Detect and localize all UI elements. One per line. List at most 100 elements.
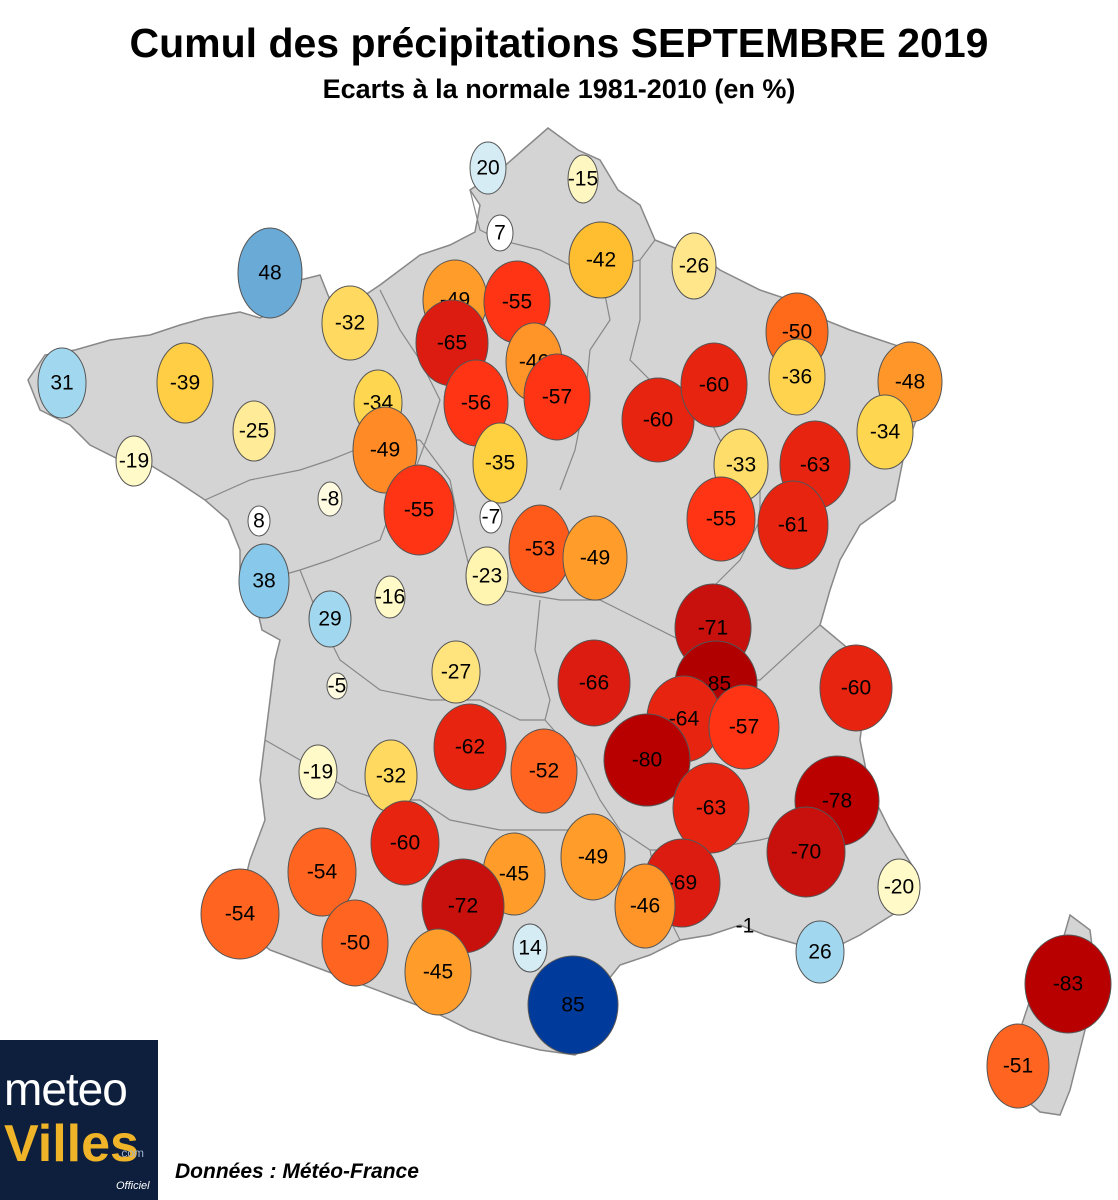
station-5: 48 (237, 227, 303, 319)
station-bubble (686, 476, 756, 562)
station-bubble (472, 422, 528, 504)
station-27: -34 (856, 394, 914, 470)
station-31: -7 (479, 500, 503, 534)
station-value: -62 (455, 736, 485, 759)
station-bubble (298, 744, 338, 800)
station-bubble (433, 703, 507, 791)
station-value: -36 (782, 366, 812, 389)
station-bubble (621, 377, 695, 463)
station-63: -46 (614, 863, 676, 949)
station-35: -61 (757, 480, 829, 570)
station-value: 29 (318, 608, 341, 631)
station-value: -19 (303, 761, 333, 784)
station-value: -69 (667, 872, 697, 895)
station-bubble (557, 639, 631, 727)
station-value: -49 (578, 846, 608, 869)
station-bubble (672, 762, 750, 854)
station-value: -1 (736, 915, 755, 938)
station-value: 7 (494, 222, 506, 245)
station-value: -45 (423, 961, 453, 984)
station-1: -15 (567, 154, 599, 204)
station-bubble (469, 141, 507, 195)
station-52: -19 (298, 744, 338, 800)
station-value: -60 (841, 677, 871, 700)
station-value: -55 (502, 291, 532, 314)
station-bubble (819, 644, 893, 732)
station-value: -33 (726, 454, 756, 477)
station-56: -60 (370, 800, 440, 886)
station-value: -71 (698, 617, 728, 640)
station-value: -78 (822, 790, 852, 813)
station-value: -45 (499, 863, 529, 886)
station-bubble (465, 546, 509, 606)
station-bubble (986, 1023, 1050, 1109)
station-value: 31 (50, 372, 73, 395)
station-bubble (431, 640, 481, 704)
station-value: -55 (706, 508, 736, 531)
logo-line1: meteo (4, 1063, 128, 1115)
station-bubble (156, 342, 214, 424)
station-value: -66 (579, 672, 609, 695)
station-12: -57 (523, 353, 591, 441)
station-value: -65 (437, 332, 467, 355)
station-value: -60 (390, 832, 420, 855)
meteovilles-logo[interactable]: meteo Villes .com Officiel (0, 1040, 158, 1200)
station-value: -16 (375, 586, 405, 609)
station-bubble (568, 221, 634, 299)
station-42: -66 (557, 639, 631, 727)
station-value: 8 (253, 510, 265, 533)
station-value: -50 (340, 932, 370, 955)
station-value: -39 (170, 372, 200, 395)
station-value: 26 (808, 941, 831, 964)
station-24: -35 (472, 422, 528, 504)
station-value: -54 (225, 903, 256, 926)
station-47: -57 (708, 684, 780, 770)
station-bubble (560, 813, 626, 901)
station-value: -49 (580, 547, 610, 570)
station-bubble (512, 923, 548, 973)
station-62: -54 (200, 868, 280, 960)
station-bubble (510, 728, 578, 814)
station-value: -34 (870, 421, 901, 444)
station-16: -36 (768, 338, 826, 416)
station-value: -32 (376, 765, 406, 788)
station-bubble (115, 435, 153, 487)
map-title: Cumul des précipitations SEPTEMBRE 2019 (129, 20, 989, 66)
station-44: -27 (431, 640, 481, 704)
station-54: -63 (672, 762, 750, 854)
station-28: -8 (317, 481, 343, 517)
station-value: -26 (679, 255, 709, 278)
station-value: -60 (699, 374, 729, 397)
station-value: -83 (1053, 973, 1083, 996)
station-18: 31 (37, 347, 87, 419)
station-value: -50 (782, 321, 812, 344)
station-13: -60 (621, 377, 695, 463)
station-bubble (671, 232, 717, 300)
station-69: -45 (404, 928, 472, 1016)
station-value: -23 (472, 565, 502, 588)
station-29: 8 (247, 505, 271, 537)
station-bubble (287, 827, 357, 917)
station-bubble (1024, 934, 1112, 1034)
station-50: -52 (510, 728, 578, 814)
station-value: -5 (328, 675, 347, 698)
station-72: -51 (986, 1023, 1050, 1109)
station-value: -8 (321, 488, 340, 511)
logo-tag: Officiel (116, 1180, 150, 1192)
station-bubble (877, 858, 921, 916)
station-14: -60 (680, 342, 748, 428)
station-48: -80 (603, 713, 691, 807)
station-43: -60 (819, 644, 893, 732)
station-70: 85 (527, 955, 619, 1055)
station-bubble (326, 672, 348, 700)
station-value: 85 (561, 994, 584, 1017)
station-bubble (321, 285, 379, 361)
station-value: -35 (485, 452, 515, 475)
station-value: -55 (404, 499, 434, 522)
station-bubble (757, 480, 829, 570)
station-bubble (523, 353, 591, 441)
station-value: -19 (119, 450, 149, 473)
station-30: -55 (383, 464, 455, 556)
station-bubble (614, 863, 676, 949)
